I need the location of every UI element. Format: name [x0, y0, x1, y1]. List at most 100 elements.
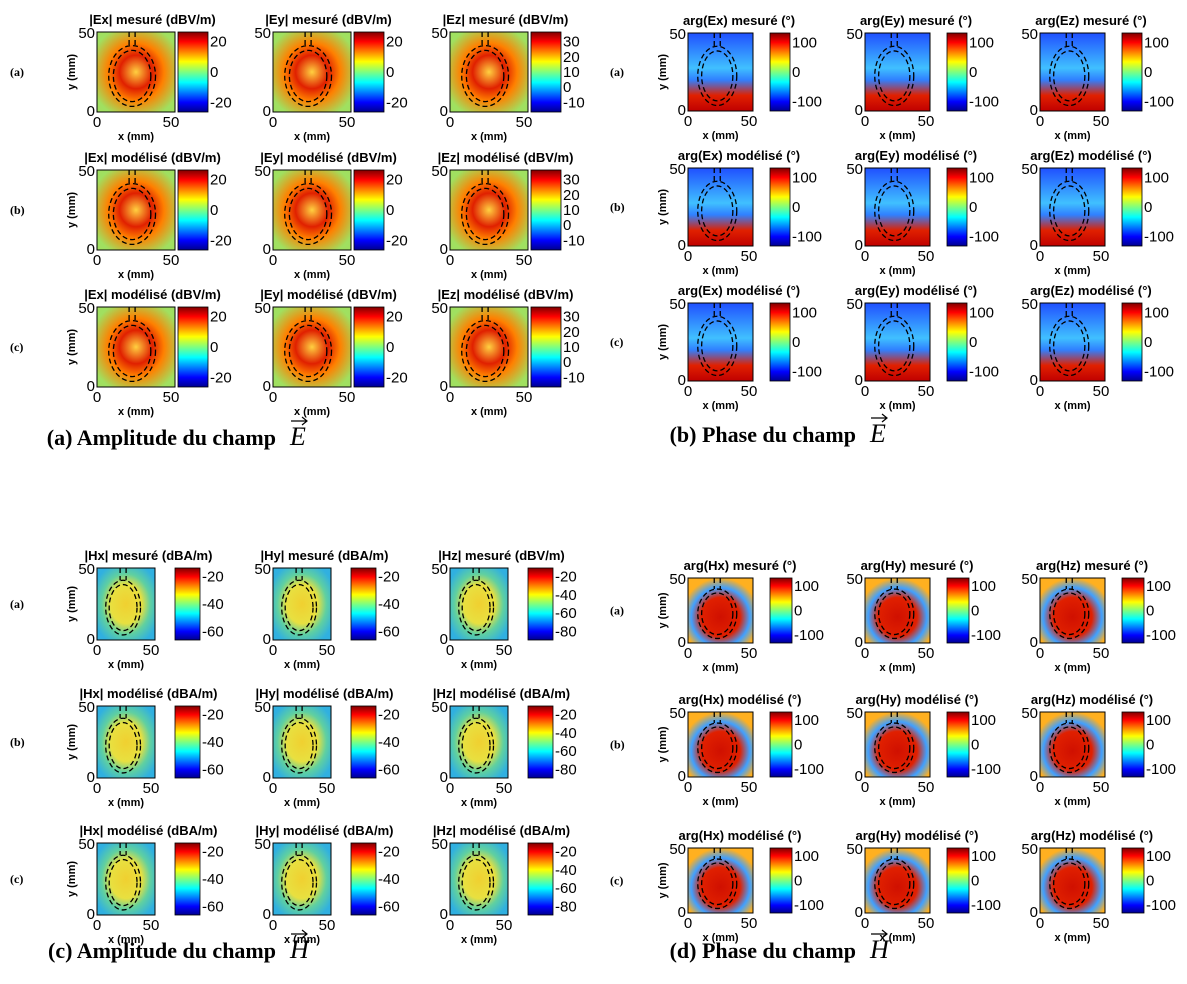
colorbar — [946, 577, 970, 644]
panel-title: arg(Hy) modélisé (°) — [856, 828, 979, 843]
axes-frame — [1039, 847, 1106, 914]
y-tick: 50 — [431, 163, 448, 180]
y-tick: 0 — [855, 237, 863, 254]
panel-title: arg(Ez) modélisé (°) — [1030, 283, 1152, 298]
axes-frame — [272, 842, 332, 916]
y-tick: 50 — [254, 300, 271, 317]
panel-title: arg(Ex) modélisé (°) — [678, 283, 800, 298]
colorbar-tick: 100 — [1146, 712, 1171, 729]
row-label: (b) — [10, 735, 25, 749]
y-label: y (mm) — [657, 592, 669, 628]
contour — [878, 726, 911, 770]
x-tick: 50 — [741, 113, 758, 130]
colorbar — [530, 169, 562, 251]
contour — [1049, 315, 1090, 377]
axes-frame — [864, 847, 931, 914]
x-tick: 50 — [918, 915, 935, 932]
y-tick: 50 — [78, 699, 95, 716]
y-tick: 0 — [87, 769, 95, 786]
vector-arrow — [291, 929, 308, 939]
contour — [874, 45, 915, 107]
colorbar-tick: 10 — [563, 202, 580, 219]
x-label: x (mm) — [1054, 662, 1090, 674]
x-tick: 50 — [741, 383, 758, 400]
y-label: y (mm) — [657, 726, 669, 762]
contour — [304, 307, 312, 321]
contour — [874, 315, 915, 377]
y-tick: 50 — [78, 561, 95, 578]
colorbar-tick: -40 — [202, 596, 224, 613]
contour — [701, 862, 734, 906]
x-label: x (mm) — [108, 797, 144, 809]
colorbar-tick: -100 — [1144, 94, 1174, 111]
panel-title: arg(Ey) modélisé (°) — [855, 148, 977, 163]
colorbar — [177, 169, 209, 251]
y-tick: 0 — [1030, 634, 1038, 651]
colorbar-tick: 10 — [563, 64, 580, 81]
y-tick: 50 — [669, 26, 686, 43]
y-tick: 0 — [1030, 904, 1038, 921]
axes-frame — [96, 567, 156, 641]
y-tick: 0 — [855, 904, 863, 921]
colorbar-tick: 0 — [563, 354, 571, 371]
contour — [458, 579, 495, 636]
axes-frame — [1039, 577, 1106, 644]
caption: (a) Amplitude du champ — [47, 425, 276, 450]
x-tick: 0 — [684, 645, 692, 662]
caption: (d) Phase du champ — [670, 938, 856, 963]
colorbar — [769, 711, 793, 778]
x-label: x (mm) — [879, 130, 915, 142]
colorbar — [1121, 302, 1143, 382]
x-tick: 50 — [741, 248, 758, 265]
x-tick: 50 — [918, 645, 935, 662]
contour — [1049, 858, 1090, 910]
panel-title: arg(Hx) modélisé (°) — [679, 692, 802, 707]
colorbar-tick: 0 — [1144, 334, 1152, 351]
colorbar-tick: -60 — [378, 623, 400, 640]
colorbar-tick: -20 — [378, 844, 400, 861]
colorbar-tick: -20 — [202, 569, 224, 586]
contour — [472, 568, 480, 581]
colorbar-tick: -20 — [202, 844, 224, 861]
colorbar-tick: 0 — [792, 334, 800, 351]
x-tick: 50 — [319, 780, 336, 797]
colorbar-tick: -40 — [202, 734, 224, 751]
panel-title: |Ey| modélisé (dBV/m) — [260, 150, 397, 165]
colorbar — [350, 567, 377, 641]
x-tick: 0 — [93, 917, 101, 934]
panel-title: |Ez| modélisé (dBV/m) — [438, 287, 574, 302]
x-label: x (mm) — [702, 265, 738, 277]
y-tick: 50 — [846, 296, 863, 313]
colorbar-tick: 0 — [969, 334, 977, 351]
colorbar-tick: 0 — [971, 603, 979, 620]
contour — [878, 320, 911, 372]
y-tick: 50 — [1021, 705, 1038, 722]
heatmap — [273, 32, 351, 112]
x-tick: 0 — [684, 915, 692, 932]
colorbar — [177, 31, 209, 113]
x-tick: 50 — [741, 915, 758, 932]
contour — [288, 187, 328, 241]
colorbar-tick: -40 — [378, 871, 400, 888]
colorbar — [1121, 167, 1143, 247]
y-tick: 0 — [440, 378, 448, 395]
colorbar-tick: -100 — [792, 364, 822, 381]
y-tick: 50 — [1021, 296, 1038, 313]
contour — [1049, 45, 1090, 107]
x-label: x (mm) — [1054, 130, 1090, 142]
x-label: x (mm) — [879, 662, 915, 674]
contour — [108, 858, 138, 907]
contour — [284, 583, 314, 632]
colorbar — [527, 567, 554, 641]
y-tick: 0 — [440, 631, 448, 648]
colorbar-tick: -100 — [969, 364, 999, 381]
colorbar-tick: 100 — [971, 712, 996, 729]
colorbar-tick: 0 — [1146, 603, 1154, 620]
y-label: y (mm) — [66, 724, 78, 760]
x-label: x (mm) — [294, 269, 330, 281]
contour — [697, 180, 738, 242]
colorbar-tick: 100 — [792, 304, 817, 321]
panel-title: |Ey| mesuré (dBV/m) — [265, 12, 391, 27]
heatmap — [450, 307, 528, 387]
axes-frame — [272, 567, 332, 641]
